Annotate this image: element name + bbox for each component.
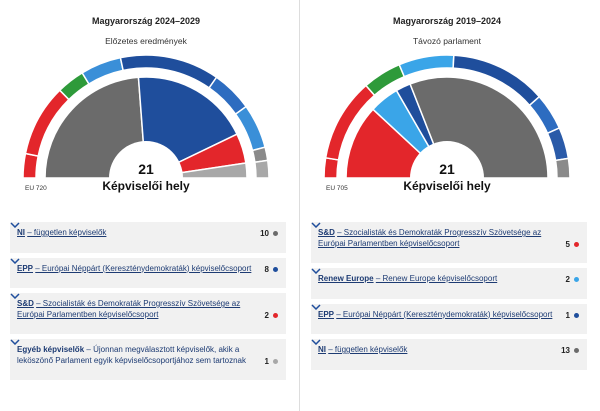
- group-name: NI: [318, 345, 326, 354]
- chart-title: Magyarország 2024–2029: [92, 16, 200, 26]
- group-list: NI – független képviselők 10 EPP – Európai…: [10, 222, 286, 380]
- group-name: EPP: [17, 263, 34, 273]
- expand-chevron[interactable]: [311, 339, 321, 345]
- seat-total-label: Képviselői hely: [102, 179, 190, 193]
- eu-seat-segment: [398, 54, 455, 78]
- group-card[interactable]: S&D – Szocialisták és Demokraták Progres…: [10, 293, 286, 334]
- panel: Magyarország 2024–2029 Előzetes eredménye…: [0, 0, 299, 411]
- chevron-icon: [10, 222, 20, 228]
- expand-chevron[interactable]: [10, 293, 20, 299]
- color-dot: [273, 312, 278, 318]
- seat-count-wrap: 13: [561, 346, 579, 357]
- seat-count: 1: [565, 310, 570, 320]
- group-name: S&D: [17, 299, 34, 308]
- chevron-icon: [10, 293, 20, 299]
- seat-count-wrap: 10: [260, 229, 278, 240]
- chevron-icon: [10, 339, 20, 345]
- divider: [299, 0, 300, 411]
- group-description: – Renew Europe képviselőcsoport: [375, 274, 498, 283]
- seat-count: 2: [565, 275, 570, 284]
- expand-chevron[interactable]: [311, 268, 321, 274]
- chevron-icon: [10, 257, 20, 264]
- group-description: – független képviselők: [27, 228, 107, 237]
- seat-count: 13: [561, 346, 570, 355]
- seat-count-wrap: 1: [265, 357, 278, 368]
- color-dot: [574, 277, 579, 283]
- group-description: – Szocialisták és Demokraták Progresszív…: [318, 228, 542, 248]
- seat-count-wrap: 5: [566, 240, 579, 251]
- color-dot: [574, 348, 579, 354]
- seat-total: 21: [138, 161, 154, 177]
- eu-seat-segment: [323, 156, 340, 179]
- chevron-icon: [311, 339, 321, 345]
- color-dot: [273, 231, 278, 237]
- color-dot: [574, 241, 579, 247]
- panel: Magyarország 2019–2024 Távozó parlament 21…: [301, 0, 600, 411]
- group-card[interactable]: Renew Europe – Renew Europe képviselőcso…: [311, 268, 587, 299]
- group-card[interactable]: NI – független képviselők 10: [10, 222, 286, 253]
- group-description: – Európai Néppárt (Kereszténydemokraták)…: [35, 263, 252, 273]
- eu-seat-segment: [254, 159, 270, 179]
- group-description: – Újonnan megválasztott képviselők, akik…: [17, 345, 247, 365]
- chart-title: Magyarország 2019–2024: [393, 16, 501, 26]
- seat-count: 5: [565, 239, 570, 249]
- seat-total-label: Képviselői hely: [403, 179, 491, 193]
- chart: Magyarország 2019–2024 Távozó parlament 21…: [323, 16, 571, 193]
- chevron-icon: [311, 268, 321, 274]
- eu-label: EU 720: [25, 185, 47, 192]
- color-dot: [574, 312, 579, 318]
- seat-count: 1: [264, 356, 269, 366]
- expand-chevron[interactable]: [10, 339, 20, 345]
- group-name: Egyéb képviselők: [17, 345, 85, 354]
- eu-seat-segment: [554, 157, 571, 179]
- seat-count-wrap: 2: [265, 311, 278, 322]
- eu-seat-segment: [546, 126, 570, 162]
- expand-chevron[interactable]: [10, 222, 20, 228]
- expand-chevron[interactable]: [311, 222, 321, 228]
- eu-label: EU 705: [326, 185, 348, 192]
- expand-chevron[interactable]: [311, 303, 321, 310]
- expand-chevron[interactable]: [10, 257, 20, 264]
- seat-count: 2: [264, 310, 269, 320]
- group-card[interactable]: Egyéb képviselők – Újonnan megválasztott…: [10, 339, 286, 380]
- chevron-icon: [311, 303, 321, 310]
- center-hole: [410, 141, 484, 178]
- seat-count: 8: [264, 264, 269, 274]
- seat-count: 10: [260, 229, 269, 238]
- group-card[interactable]: EPP – Európai Néppárt (Kereszténydemokra…: [311, 303, 587, 334]
- seat-total: 21: [439, 161, 455, 177]
- group-list: S&D – Szocialisták és Demokraták Progres…: [311, 222, 587, 370]
- eu-seat-segment: [22, 152, 40, 179]
- chart-subtitle: Távozó parlament: [413, 36, 482, 46]
- group-name: S&D: [318, 228, 335, 237]
- group-description: – Európai Néppárt (Kereszténydemokraták)…: [336, 309, 553, 319]
- color-dot: [273, 266, 278, 272]
- color-dot: [273, 358, 278, 364]
- group-description: – Szocialisták és Demokraták Progresszív…: [17, 299, 241, 319]
- group-description: – független képviselők: [328, 345, 408, 354]
- group-name: Renew Europe: [318, 274, 374, 283]
- group-name: EPP: [318, 309, 335, 319]
- group-card[interactable]: NI – független képviselők 13: [311, 339, 587, 370]
- group-card[interactable]: S&D – Szocialisták és Demokraták Progres…: [311, 222, 587, 263]
- chart-subtitle: Előzetes eredmények: [105, 36, 187, 46]
- chart: Magyarország 2024–2029 Előzetes eredménye…: [22, 16, 270, 193]
- center-hole: [109, 141, 183, 178]
- group-name: NI: [17, 228, 25, 237]
- eu-seat-segment: [81, 56, 125, 85]
- seat-count-wrap: 8: [265, 265, 278, 276]
- seat-count-wrap: 1: [566, 311, 579, 322]
- group-card[interactable]: EPP – Európai Néppárt (Kereszténydemokra…: [10, 257, 286, 288]
- chevron-icon: [311, 222, 321, 228]
- seat-count-wrap: 2: [566, 275, 579, 286]
